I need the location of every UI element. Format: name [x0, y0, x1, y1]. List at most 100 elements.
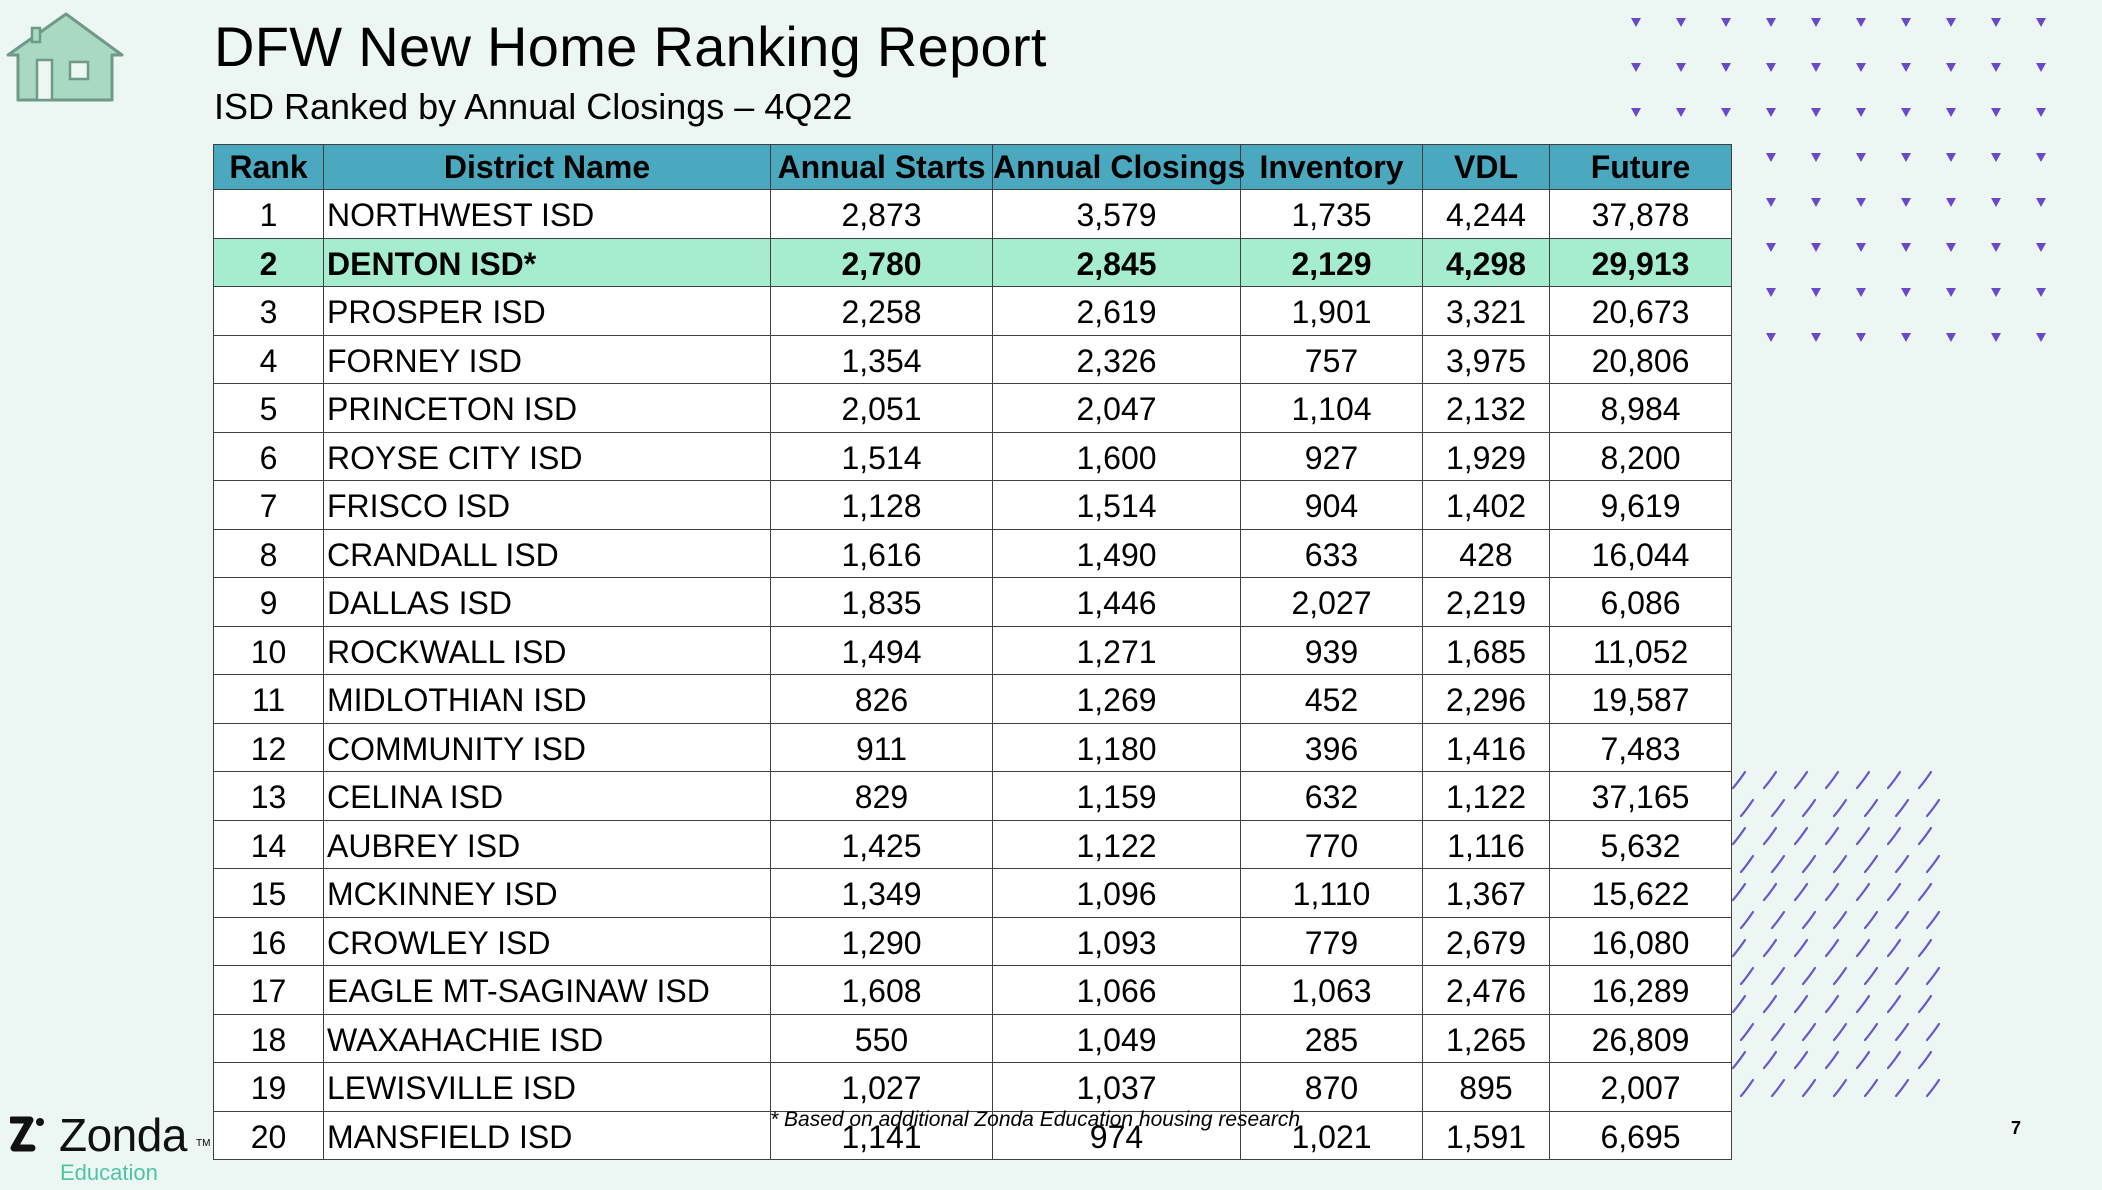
slash-mark [1863, 1022, 1879, 1042]
cell-vdl: 3,321 [1422, 286, 1550, 336]
cell-vdl: 2,679 [1422, 916, 1550, 966]
slash-mark [1762, 938, 1778, 958]
cell-district-name: MANSFIELD ISD [323, 1110, 771, 1160]
cell-district-name: DENTON ISD* [323, 237, 771, 287]
cell-future: 19,587 [1549, 674, 1732, 724]
slash-mark [1894, 854, 1910, 874]
cell-annual-closings: 2,047 [992, 383, 1241, 433]
slash-mark [1731, 1050, 1747, 1070]
brand-trademark: TM [196, 1138, 211, 1149]
cell-vdl: 4,244 [1422, 189, 1550, 239]
dot-mark [1766, 243, 1776, 252]
slash-mark [1762, 826, 1778, 846]
dot-mark [2036, 288, 2046, 297]
slash-mark [1917, 826, 1933, 846]
cell-vdl: 1,685 [1422, 625, 1550, 675]
cell-annual-starts: 1,128 [770, 480, 993, 530]
slash-mark [1793, 1050, 1809, 1070]
cell-district-name: COMMUNITY ISD [323, 722, 771, 772]
cell-vdl: 428 [1422, 528, 1550, 578]
dot-mark [1991, 63, 2001, 72]
slash-mark [1731, 770, 1747, 790]
cell-vdl: 1,367 [1422, 868, 1550, 918]
cell-annual-starts: 1,141 [770, 1110, 993, 1160]
cell-district-name: EAGLE MT-SAGINAW ISD [323, 965, 771, 1015]
cell-rank: 10 [213, 625, 324, 675]
slash-mark [1863, 966, 1879, 986]
cell-district-name: AUBREY ISD [323, 819, 771, 869]
cell-annual-closings: 2,326 [992, 334, 1241, 384]
cell-inventory: 939 [1240, 625, 1423, 675]
dot-mark [1676, 63, 1686, 72]
cell-annual-closings: 1,159 [992, 771, 1241, 821]
cell-annual-starts: 1,027 [770, 1062, 993, 1112]
cell-inventory: 1,063 [1240, 965, 1423, 1015]
cell-annual-closings: 1,122 [992, 819, 1241, 869]
cell-annual-closings: 1,514 [992, 480, 1241, 530]
slash-mark [1770, 1078, 1786, 1098]
cell-district-name: ROCKWALL ISD [323, 625, 771, 675]
cell-annual-starts: 1,290 [770, 916, 993, 966]
cell-inventory: 870 [1240, 1062, 1423, 1112]
slash-mark [1925, 798, 1941, 818]
slash-mark [1832, 966, 1848, 986]
dot-mark [1856, 108, 1866, 117]
slash-mark [1863, 854, 1879, 874]
cell-future: 6,695 [1549, 1110, 1732, 1160]
cell-annual-starts: 829 [770, 771, 993, 821]
dot-mark [1991, 333, 2001, 342]
slash-mark [1925, 910, 1941, 930]
slash-mark [1855, 826, 1871, 846]
cell-vdl: 895 [1422, 1062, 1550, 1112]
cell-future: 16,044 [1549, 528, 1732, 578]
cell-annual-closings: 1,096 [992, 868, 1241, 918]
column-header-vdl: VDL [1422, 144, 1550, 190]
dot-mark [1856, 153, 1866, 162]
cell-annual-closings: 3,579 [992, 189, 1241, 239]
decorative-slash-pattern [1731, 770, 1941, 1098]
dot-mark [1946, 288, 1956, 297]
slash-mark [1762, 994, 1778, 1014]
dot-mark [1946, 63, 1956, 72]
cell-annual-starts: 1,425 [770, 819, 993, 869]
dot-mark [1856, 63, 1866, 72]
dot-mark [1991, 108, 2001, 117]
cell-annual-closings: 1,037 [992, 1062, 1241, 1112]
page-number: 7 [2011, 1118, 2022, 1138]
dot-mark [1856, 243, 1866, 252]
slash-mark [1832, 798, 1848, 818]
cell-annual-closings: 2,845 [992, 237, 1241, 287]
dot-mark [1631, 18, 1641, 27]
cell-inventory: 632 [1240, 771, 1423, 821]
cell-future: 26,809 [1549, 1013, 1732, 1063]
slash-mark [1801, 966, 1817, 986]
slash-mark [1894, 798, 1910, 818]
slash-mark [1770, 854, 1786, 874]
dot-mark [1856, 18, 1866, 27]
slash-mark [1832, 910, 1848, 930]
dot-mark [1766, 333, 1776, 342]
table-row: 17 EAGLE MT-SAGINAW ISD 1,608 1,066 1,063 2,4… [213, 965, 1732, 1015]
dot-mark [1901, 333, 1911, 342]
slash-mark [1824, 882, 1840, 902]
cell-annual-starts: 2,258 [770, 286, 993, 336]
table-row: 3 PROSPER ISD 2,258 2,619 1,901 3,321 20,673 [213, 286, 1732, 336]
slash-mark [1925, 854, 1941, 874]
cell-annual-closings: 1,066 [992, 965, 1241, 1015]
slash-mark [1770, 910, 1786, 930]
cell-inventory: 1,104 [1240, 383, 1423, 433]
dot-mark [2036, 63, 2046, 72]
cell-annual-starts: 2,873 [770, 189, 993, 239]
slash-mark [1801, 910, 1817, 930]
cell-annual-starts: 1,514 [770, 431, 993, 481]
cell-vdl: 1,122 [1422, 771, 1550, 821]
cell-district-name: DALLAS ISD [323, 577, 771, 627]
slash-mark [1762, 1050, 1778, 1070]
slash-mark [1731, 994, 1747, 1014]
cell-district-name: LEWISVILLE ISD [323, 1062, 771, 1112]
slash-mark [1824, 770, 1840, 790]
cell-rank: 4 [213, 334, 324, 384]
slash-mark [1855, 938, 1871, 958]
dot-mark [1901, 288, 1911, 297]
dot-mark [1991, 288, 2001, 297]
